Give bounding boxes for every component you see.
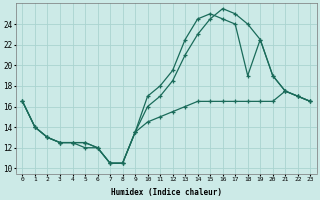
- X-axis label: Humidex (Indice chaleur): Humidex (Indice chaleur): [111, 188, 222, 197]
